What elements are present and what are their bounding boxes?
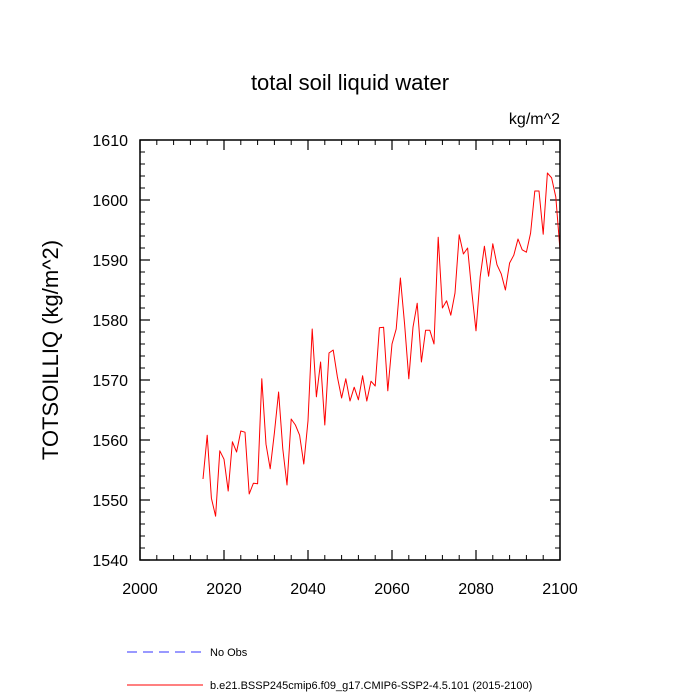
x-tick-label: 2020: [206, 581, 242, 598]
y-tick-label: 1550: [92, 493, 128, 510]
legend: No Obs b.e21.BSSP245cmip6.f09_g17.CMIP6-…: [127, 647, 532, 692]
x-tick-label: 2100: [542, 581, 578, 598]
y-tick-label: 1560: [92, 433, 128, 450]
y-tick-label: 1600: [92, 193, 128, 210]
legend-label-model: b.e21.BSSP245cmip6.f09_g17.CMIP6-SSP2-4.…: [210, 680, 532, 692]
y-tick-label: 1580: [92, 313, 128, 330]
y-tick-label: 1540: [92, 553, 128, 570]
y-axis-label: TOTSOILLIQ (kg/m^2): [38, 240, 63, 460]
x-tick-labels: 2000 2020 2040 2060 2080 2100: [122, 581, 578, 598]
y-tick-labels: 1540 1550 1560 1570 1580 1590 1600 1610: [92, 133, 128, 570]
plot-frame: [139, 139, 561, 561]
y-tick-label: 1590: [92, 253, 128, 270]
y-tick-label: 1570: [92, 373, 128, 390]
series-layer: [202, 172, 561, 517]
x-tick-label: 2080: [458, 581, 494, 598]
chart-title: total soil liquid water: [251, 70, 449, 95]
x-tick-label: 2000: [122, 581, 158, 598]
axis-ticks: [139, 139, 561, 561]
legend-label-no-obs: No Obs: [210, 647, 248, 659]
y-tick-label: 1610: [92, 133, 128, 150]
x-tick-label: 2040: [290, 581, 326, 598]
x-tick-label: 2060: [374, 581, 410, 598]
units-label: kg/m^2: [509, 111, 560, 128]
series-line-0: [202, 172, 561, 517]
